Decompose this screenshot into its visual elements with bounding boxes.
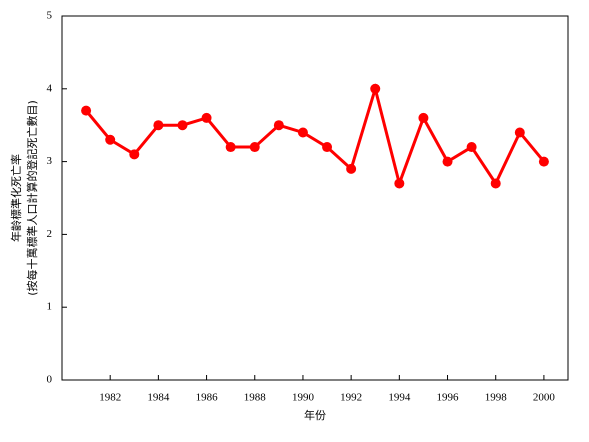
plot-frame (61, 15, 569, 381)
data-line (84, 83, 546, 189)
y-tick-label: 0 (47, 374, 53, 386)
data-point (514, 127, 525, 138)
data-point (322, 142, 333, 153)
y-tick-label: 2 (47, 228, 53, 240)
data-point (153, 120, 164, 131)
y-tick-label: 5 (47, 10, 53, 22)
x-axis-label: 年份 (304, 408, 326, 422)
y-axis-label: 年齡標準化死亡率 (9, 154, 23, 242)
y-tick-label: 1 (47, 301, 53, 313)
data-point (442, 156, 453, 167)
x-tick-label: 1982 (99, 392, 121, 404)
data-point (297, 127, 308, 138)
y-tick-label: 3 (47, 155, 53, 167)
x-tick-label: 1988 (244, 392, 267, 404)
data-point (490, 178, 501, 189)
data-point (81, 105, 92, 116)
x-tick-label: 2000 (533, 392, 556, 404)
y-tick-label: 4 (47, 82, 53, 94)
x-tick-label: 1986 (196, 392, 219, 404)
x-tick-label: 1996 (437, 392, 460, 404)
y-axis-label: (按每十萬標準人口計算的登記死亡數目) (25, 100, 39, 296)
data-point (225, 142, 236, 153)
data-point (418, 112, 429, 123)
data-point (466, 142, 477, 153)
x-tick-label: 1992 (340, 392, 362, 404)
data-point (370, 83, 381, 94)
data-point (129, 149, 140, 160)
x-tick-label: 1990 (292, 392, 315, 404)
data-point (394, 178, 405, 189)
x-tick-label: 1984 (147, 392, 170, 404)
data-point (177, 120, 188, 131)
data-point (105, 134, 116, 145)
data-point (249, 142, 260, 153)
x-tick-label: 1994 (388, 392, 411, 404)
x-tick-label: 1998 (485, 392, 508, 404)
data-point (273, 120, 284, 131)
data-point (201, 112, 212, 123)
data-point (538, 156, 549, 167)
data-point (346, 163, 357, 174)
